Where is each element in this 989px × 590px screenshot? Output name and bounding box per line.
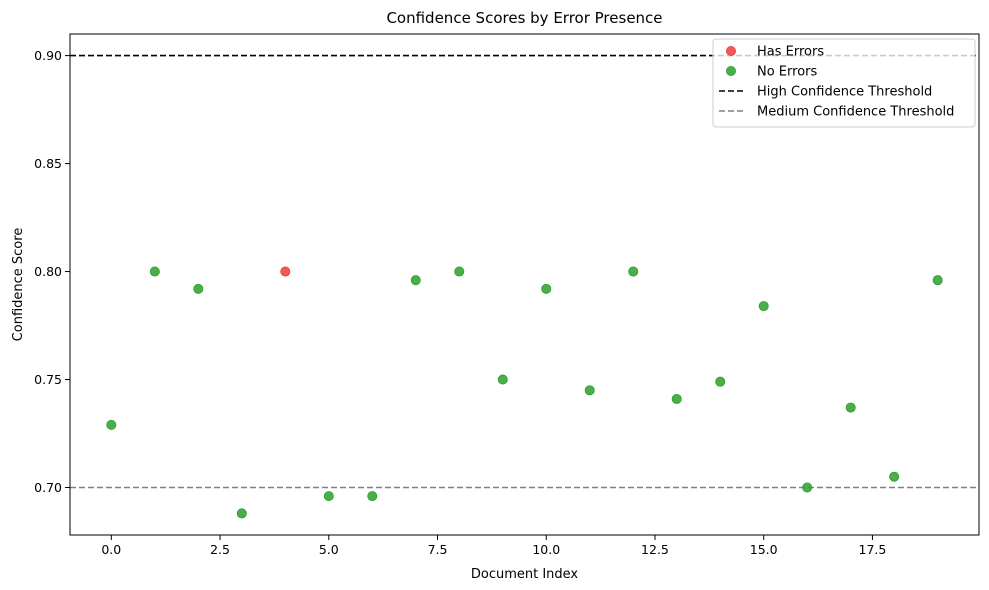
y-tick-label: 0.75 [34, 372, 62, 387]
data-point-no-errors [802, 482, 813, 493]
data-point-no-errors [193, 283, 204, 294]
data-point-no-errors [236, 508, 247, 519]
data-point-no-errors [889, 471, 900, 482]
x-tick-label: 17.5 [859, 542, 887, 557]
plot-area: 0.0 2.5 5.0 7.5 10.0 12.5 15.0 17.5 0.70 0.75 0.80… [34, 33, 980, 557]
y-tick-label: 0.80 [34, 264, 62, 279]
data-point-no-errors [845, 402, 856, 413]
x-tick-label: 2.5 [210, 542, 230, 557]
x-tick-label: 0.0 [101, 542, 121, 557]
data-point-no-errors [106, 419, 117, 430]
legend-entry-no-errors: No Errors [726, 65, 817, 80]
x-axis-title: Document Index [471, 567, 579, 582]
data-point-no-errors [410, 275, 421, 286]
data-point-no-errors [584, 385, 595, 396]
legend-label: Has Errors [757, 45, 824, 60]
data-point-no-errors [454, 266, 465, 277]
plot-frame [69, 33, 980, 536]
data-point-no-errors [541, 283, 552, 294]
data-point-no-errors [149, 266, 160, 277]
y-axis-title: Confidence Score [11, 228, 26, 342]
legend-label: High Confidence Threshold [757, 85, 932, 100]
legend-marker [726, 46, 737, 57]
data-point-no-errors [497, 374, 508, 385]
legend-marker [726, 66, 737, 77]
y-tick-label: 0.70 [34, 480, 62, 495]
data-point-no-errors [758, 301, 769, 312]
legend-box [712, 38, 976, 128]
x-tick-label: 10.0 [532, 542, 560, 557]
data-point-has-errors [280, 266, 291, 277]
legend-entry-medium-confidence-threshold: Medium Confidence Threshold [719, 105, 954, 120]
chart-title: Confidence Scores by Error Presence [386, 9, 662, 27]
data-point-no-errors [628, 266, 639, 277]
legend-label: No Errors [757, 65, 817, 80]
x-tick-label: 7.5 [428, 542, 448, 557]
y-tick-label: 0.85 [34, 156, 62, 171]
data-point-no-errors [932, 275, 943, 286]
legend-label: Medium Confidence Threshold [757, 105, 954, 120]
legend-entry-high-confidence-threshold: High Confidence Threshold [719, 85, 932, 100]
legend-entry-has-errors: Has Errors [726, 45, 824, 60]
data-point-no-errors [715, 376, 726, 387]
legend: Has Errors No Errors High Confidence Thres… [712, 38, 976, 128]
x-tick-label: 15.0 [750, 542, 778, 557]
x-tick-label: 12.5 [641, 542, 669, 557]
data-point-no-errors [671, 393, 682, 404]
y-tick-label: 0.90 [34, 48, 62, 63]
x-tick-label: 5.0 [319, 542, 339, 557]
data-point-no-errors [323, 491, 334, 502]
data-point-no-errors [367, 491, 378, 502]
